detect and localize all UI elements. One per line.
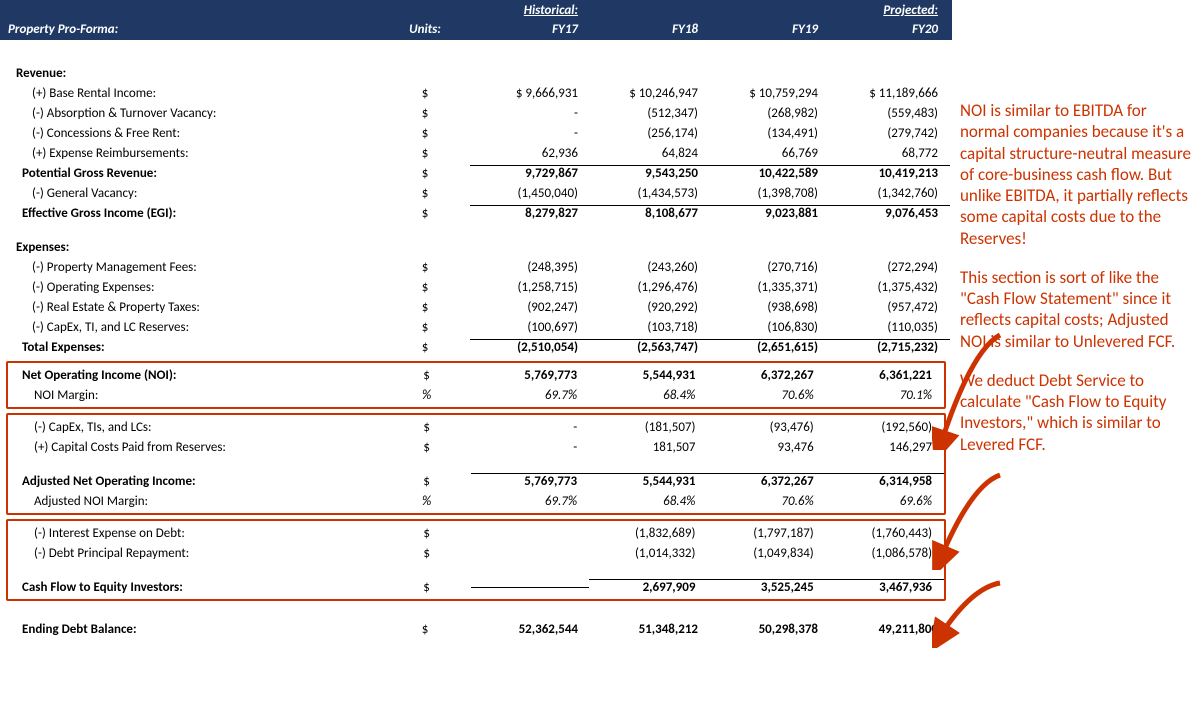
annotation-noi-text: NOI is similar to EBITDA for normal comp… [960,100,1191,249]
units-header: Units: [380,22,470,37]
row-exp-reimb: (+) Expense Reimbursements: $ 62,936 64,… [0,143,952,163]
row-principal: (-) Debt Principal Repayment: $ (1,014,3… [8,543,944,563]
row-adj-noi: Adjusted Net Operating Income: $ 5,769,7… [8,471,944,491]
row-capex-reserves: (-) CapEx, TI, and LC Reserves: $ (100,6… [0,317,952,337]
row-base-rental: (+) Base Rental Income: $ $ 9,666,931 $ … [0,83,952,103]
row-egi: Effective Gross Income (EGI): $ 8,279,82… [0,203,952,223]
adj-noi-highlight-box: (-) CapEx, TIs, and LCs: $ - (181,507) (… [6,413,946,515]
expenses-header: Expenses: [0,237,952,257]
projected-label: Projected: [830,3,950,18]
row-absorption: (-) Absorption & Turnover Vacancy: $ - (… [0,103,952,123]
revenue-header: Revenue: [0,63,952,83]
historical-label: Historical: [470,3,590,18]
fy19-header: FY19 [710,22,830,37]
cfte-highlight-box: (-) Interest Expense on Debt: $ (1,832,6… [6,519,946,601]
row-concessions: (-) Concessions & Free Rent: $ - (256,17… [0,123,952,143]
row-opex: (-) Operating Expenses: $ (1,258,715) (1… [0,277,952,297]
table-title: Property Pro-Forma: [0,22,380,37]
pro-forma-table: Historical: Projected: Property Pro-Form… [0,0,952,639]
row-adj-noi-margin: Adjusted NOI Margin: % 69.7% 68.4% 70.6%… [8,491,944,511]
row-ending-debt: Ending Debt Balance: $ 52,362,544 51,348… [0,619,952,639]
arrow-icon [932,578,1002,648]
row-noi: Net Operating Income (NOI): $ 5,769,773 … [8,365,944,385]
row-capcosts-paid: (+) Capital Costs Paid from Reserves: $ … [8,437,944,457]
fy18-header: FY18 [590,22,710,37]
fy20-header: FY20 [830,22,950,37]
row-capex-tilc: (-) CapEx, TIs, and LCs: $ - (181,507) (… [8,417,944,437]
arrow-icon [932,330,1002,450]
row-pgr: Potential Gross Revenue: $ 9,729,867 9,5… [0,163,952,183]
row-re-taxes: (-) Real Estate & Property Taxes: $ (902… [0,297,952,317]
table-header: Historical: Projected: Property Pro-Form… [0,0,952,41]
row-total-expenses: Total Expenses: $ (2,510,054) (2,563,747… [0,337,952,357]
row-cfte: Cash Flow to Equity Investors: $ 2,697,9… [8,577,944,597]
arrow-icon [932,470,1002,570]
noi-highlight-box: Net Operating Income (NOI): $ 5,769,773 … [6,361,946,409]
annotation-noi: NOI is similar to EBITDA for normal comp… [960,100,1196,249]
row-noi-margin: NOI Margin: % 69.7% 68.4% 70.6% 70.1% [8,385,944,405]
fy17-header: FY17 [470,22,590,37]
row-gen-vacancy: (-) General Vacancy: $ (1,450,040) (1,43… [0,183,952,203]
row-pm-fees: (-) Property Management Fees: $ (248,395… [0,257,952,277]
row-interest: (-) Interest Expense on Debt: $ (1,832,6… [8,523,944,543]
